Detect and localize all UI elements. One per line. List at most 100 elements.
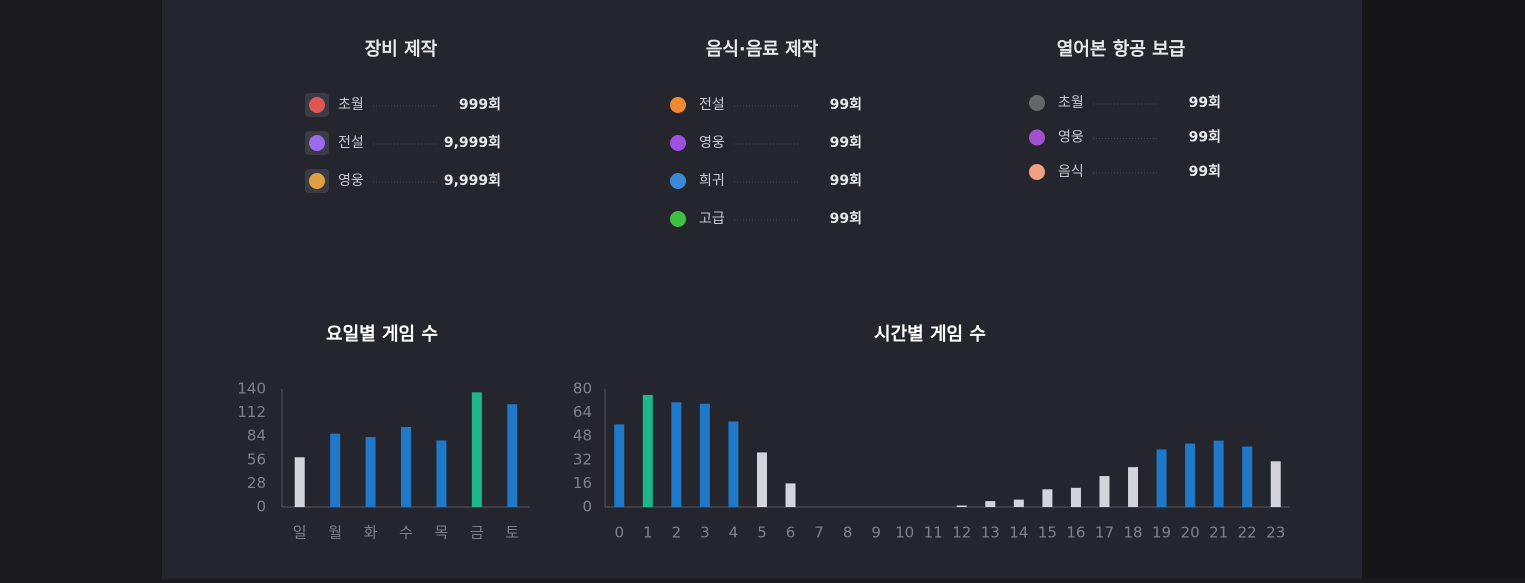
y-tick-label: 84 (247, 427, 266, 445)
bar (671, 402, 682, 507)
bar (1185, 443, 1196, 507)
x-tick-label: 10 (895, 524, 914, 542)
bar (614, 424, 625, 507)
item-count: 99회 (1189, 95, 1221, 111)
x-tick-label: 23 (1266, 524, 1285, 542)
x-tick-label: 21 (1209, 524, 1228, 542)
item-count: 99회 (830, 135, 862, 151)
right-margin (1362, 0, 1525, 579)
item-count: 999회 (459, 97, 501, 113)
bar (1128, 467, 1139, 507)
bar (728, 421, 739, 507)
bar (471, 392, 482, 507)
x-tick-label: 5 (757, 524, 767, 542)
item-label: 영웅 (1058, 130, 1084, 146)
bar (507, 404, 518, 507)
bar (1099, 476, 1110, 507)
bar (401, 426, 411, 507)
item-label: 영웅 (338, 173, 364, 189)
item-icon (309, 173, 325, 189)
bar (1013, 499, 1024, 507)
chart-title: 시간별 게임 수 (874, 324, 986, 345)
x-tick-label: 19 (1152, 524, 1171, 542)
y-tick-label: 112 (237, 403, 266, 421)
bar (330, 433, 341, 507)
x-tick-label: 금 (470, 524, 484, 542)
y-tick-label: 28 (247, 474, 266, 492)
left-margin (0, 0, 162, 579)
bar (785, 483, 796, 507)
x-tick-label: 16 (1066, 524, 1085, 542)
x-tick-label: 화 (364, 524, 378, 542)
x-tick-label: 6 (786, 524, 796, 542)
x-tick-label: 수 (399, 524, 413, 542)
x-tick-label: 월 (328, 524, 342, 542)
x-tick-label: 15 (1038, 524, 1057, 542)
x-tick-label: 4 (729, 524, 739, 542)
bar (436, 440, 447, 507)
y-tick-label: 16 (573, 474, 592, 492)
x-tick-label: 18 (1123, 524, 1142, 542)
x-tick-label: 3 (700, 524, 710, 542)
y-tick-label: 48 (573, 427, 592, 445)
bar (985, 501, 996, 507)
x-tick-label: 14 (1009, 524, 1028, 542)
item-icon (309, 135, 325, 151)
x-tick-label: 1 (643, 524, 653, 542)
y-tick-label: 56 (247, 450, 266, 468)
item-icon (1029, 95, 1045, 111)
bar (1213, 440, 1224, 507)
item-label: 고급 (699, 211, 725, 227)
bar (1270, 461, 1281, 507)
item-label: 초월 (338, 97, 364, 113)
x-tick-label: 13 (981, 524, 1000, 542)
bar (956, 505, 967, 507)
item-count: 9,999회 (444, 173, 501, 189)
item-icon (1029, 129, 1045, 146)
item-count: 99회 (1189, 130, 1221, 146)
item-icon (309, 97, 325, 113)
y-tick-label: 0 (256, 498, 266, 516)
item-icon (670, 97, 686, 113)
item-count: 9,999회 (444, 135, 501, 151)
x-tick-label: 17 (1095, 524, 1114, 542)
y-tick-label: 140 (237, 380, 266, 398)
x-tick-label: 토 (505, 524, 519, 542)
section-title: 열어본 항공 보급 (1057, 39, 1185, 60)
item-label: 전설 (338, 135, 364, 151)
x-tick-label: 일 (293, 524, 307, 542)
y-tick-label: 64 (573, 403, 592, 421)
x-tick-label: 9 (871, 524, 881, 542)
item-label: 음식 (1058, 164, 1084, 180)
x-tick-label: 8 (843, 524, 853, 542)
item-count: 99회 (830, 211, 862, 227)
bar (1242, 446, 1253, 507)
item-label: 초월 (1058, 95, 1084, 111)
item-count: 99회 (830, 97, 862, 113)
chart-title: 요일별 게임 수 (326, 324, 438, 345)
bar (756, 452, 767, 507)
item-icon (670, 211, 686, 227)
x-tick-label: 12 (952, 524, 971, 542)
item-icon (670, 173, 686, 189)
bar (294, 457, 305, 507)
bar (699, 403, 710, 507)
item-count: 99회 (830, 173, 862, 189)
x-tick-label: 22 (1238, 524, 1257, 542)
bar (642, 394, 653, 507)
x-tick-label: 0 (614, 524, 624, 542)
item-label: 희귀 (699, 173, 725, 189)
item-count: 99회 (1189, 164, 1221, 180)
item-label: 전설 (699, 97, 725, 113)
y-tick-label: 32 (573, 450, 592, 468)
bar (1070, 487, 1081, 507)
item-label: 영웅 (699, 135, 725, 151)
x-tick-label: 2 (672, 524, 682, 542)
x-tick-label: 7 (814, 524, 824, 542)
bar (1042, 489, 1053, 507)
bar (1156, 449, 1167, 507)
x-tick-label: 20 (1181, 524, 1200, 542)
item-icon (670, 135, 686, 151)
item-icon (1029, 164, 1045, 180)
y-tick-label: 0 (582, 498, 592, 516)
